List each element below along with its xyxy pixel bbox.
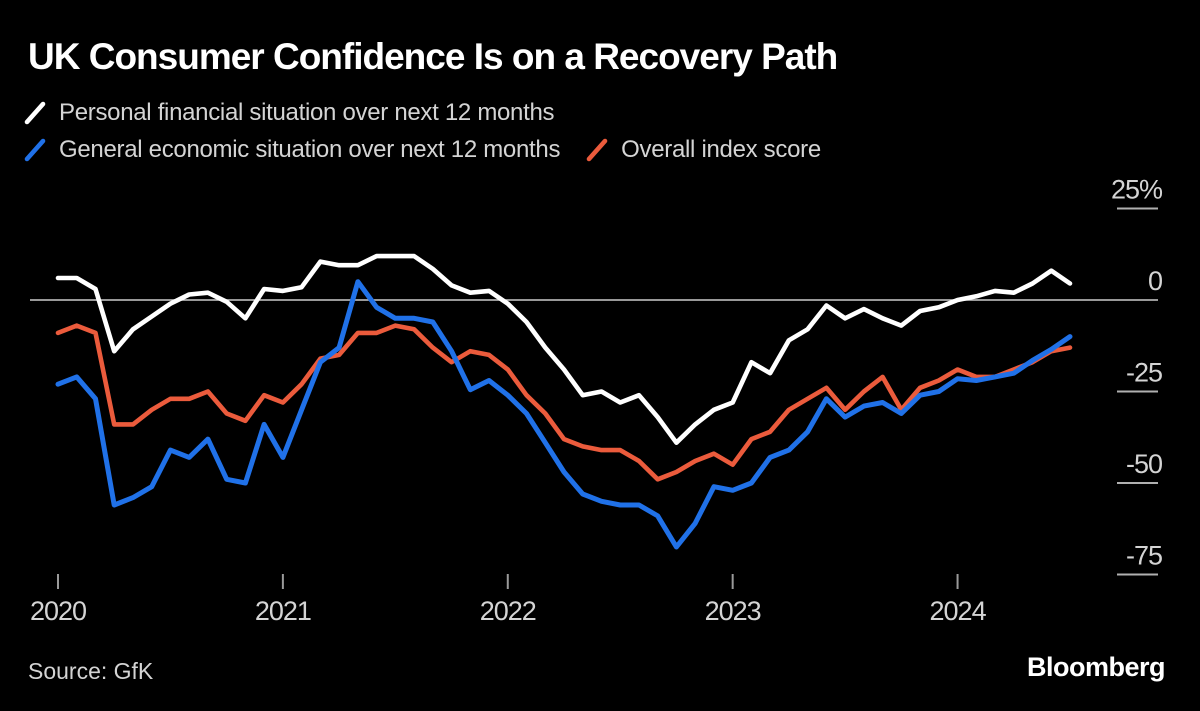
legend-label-overall-index: Overall index score: [621, 136, 821, 163]
bloomberg-logo: Bloomberg: [1026, 652, 1166, 682]
orange-slash-icon: [586, 138, 608, 161]
legend-item-personal-finances: Personal financial situation over next 1…: [24, 99, 555, 127]
legend-item-general-economy: General economic situation over next 12 …: [24, 136, 560, 164]
legend-row-2: General economic situation over next 12 …: [24, 136, 821, 164]
series-line-0: [55, 253, 1073, 446]
series-line-2: [55, 323, 1073, 482]
series-line-1: [55, 279, 1073, 550]
chart-legend: Personal financial situation over next 1…: [24, 99, 821, 164]
legend-label-general-economy: General economic situation over next 12 …: [59, 136, 561, 163]
x-axis-label: 2023: [705, 596, 761, 626]
legend-label-personal-finances: Personal financial situation over next 1…: [59, 99, 555, 126]
y-axis-label: -25: [1126, 358, 1162, 388]
x-axis-label: 2020: [30, 596, 86, 626]
y-axis-label: -75: [1126, 541, 1162, 571]
chart-title: UK Consumer Confidence Is on a Recovery …: [28, 36, 838, 77]
y-axis-label: 0: [1148, 266, 1162, 296]
x-axis-label: 2022: [480, 596, 536, 626]
y-axis-label: -50: [1126, 449, 1162, 479]
blue-slash-icon: [24, 138, 46, 161]
white-slash-icon: [24, 101, 46, 124]
y-axis-label: 25%: [1111, 175, 1163, 205]
source-label: Source: GfK: [28, 658, 154, 684]
legend-item-overall-index: Overall index score: [586, 136, 821, 164]
legend-row-1: Personal financial situation over next 1…: [24, 99, 821, 127]
x-axis-label: 2021: [255, 596, 311, 626]
x-axis-label: 2024: [930, 596, 987, 626]
